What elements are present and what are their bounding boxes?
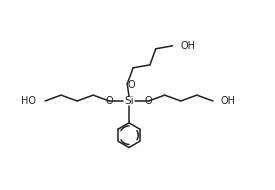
Text: O: O [106,96,113,106]
Text: OH: OH [221,96,236,106]
Text: OH: OH [180,41,195,51]
Text: Si: Si [124,96,134,106]
Text: O: O [127,80,135,90]
Text: HO: HO [21,96,35,106]
Text: O: O [145,96,152,106]
